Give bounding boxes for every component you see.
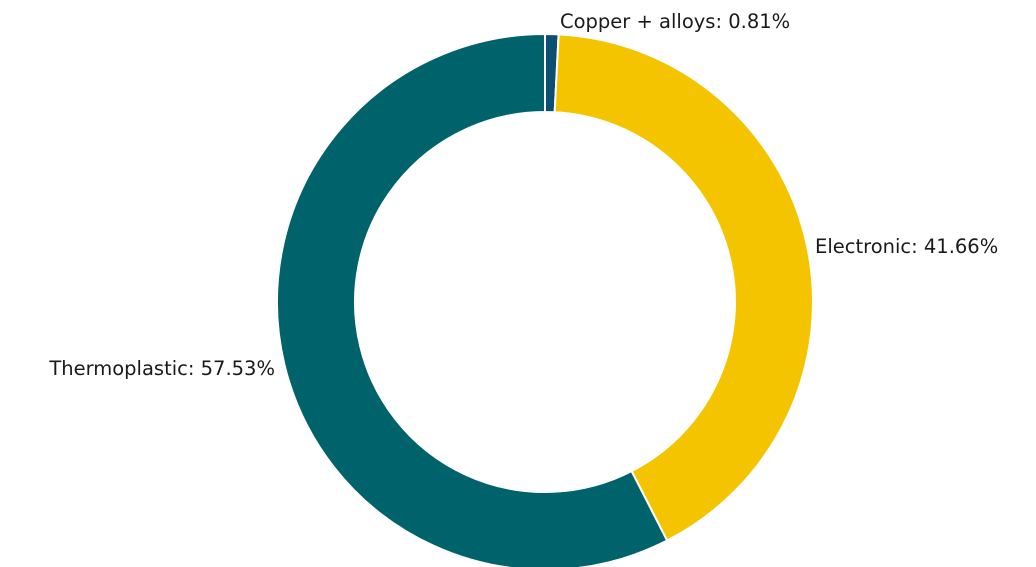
pie-slice-thermoplastic xyxy=(276,32,669,567)
slice-label-copper-alloys: Copper + alloys: 0.81% xyxy=(560,10,790,33)
slice-label-electronic: Electronic: 41.66% xyxy=(815,235,998,258)
slice-label-thermoplastic: Thermoplastic: 57.53% xyxy=(48,357,275,380)
pie-slice-electronic xyxy=(553,33,814,542)
